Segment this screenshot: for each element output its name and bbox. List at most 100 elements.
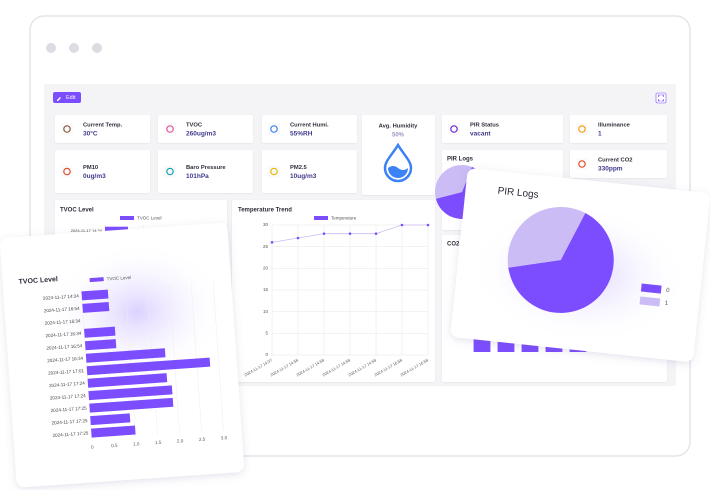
stat-card: [55, 150, 150, 193]
y-tick-label: 2024-11-17 17:25: [51, 406, 88, 414]
stat-icon-bg: [268, 123, 280, 135]
grid-line: [190, 281, 202, 432]
chart-title: PIR Logs: [497, 186, 539, 201]
stat-label: Current Temp.: [83, 123, 123, 129]
stat-card: [55, 115, 150, 143]
legend-swatch: [639, 296, 661, 307]
window-dot: [92, 43, 102, 53]
stat-value: 330ppm: [598, 166, 623, 173]
stat-value: 10ug/m3: [290, 173, 317, 180]
grid-line: [146, 285, 158, 435]
stat-card: [158, 115, 253, 143]
stat-icon-bg: [576, 123, 588, 135]
y-tick-label: 30: [263, 222, 269, 227]
bar: [89, 397, 174, 413]
y-tick-label: 10: [263, 309, 269, 314]
stat-value: 1: [598, 131, 602, 138]
point: [296, 236, 300, 240]
avg-humidity-label: Avg. Humidity: [379, 124, 419, 130]
stat-icon-bg: [448, 123, 460, 135]
legend-swatch: [314, 216, 328, 220]
y-tick-label: 2024-11-17 16:34: [45, 331, 82, 339]
chart-title: PIR Logs: [447, 157, 474, 163]
stat-icon-bg: [164, 123, 176, 135]
stat-label: Current Humi.: [290, 123, 329, 129]
y-tick-label: 20: [263, 266, 269, 271]
chart-card: [232, 200, 435, 382]
chart-title: TVOC Level: [60, 208, 94, 214]
legend-swatch: [89, 277, 104, 283]
grid-line: [168, 283, 180, 434]
pie-slice: [507, 206, 586, 268]
y-tick-label: 2024-11-17 16:54: [46, 343, 83, 351]
stat-icon: [166, 167, 174, 176]
bar: [81, 289, 109, 301]
y-tick-label: 2024-11-17 17:01: [48, 368, 85, 376]
stat-icon-bg: [268, 165, 280, 178]
stat-label: Baro Pressure: [186, 165, 226, 171]
y-tick-label: 2024-11-17 16:54: [44, 306, 81, 314]
bar: [88, 385, 173, 401]
legend-label: TVOC Level: [137, 216, 162, 221]
bar: [84, 326, 116, 338]
y-tick-label: 2024-11-17 17:25: [51, 418, 88, 426]
stat-label: Illuminance: [598, 123, 631, 129]
bar: [82, 302, 110, 313]
legend-swatch: [120, 216, 134, 220]
stat-value: 30°C: [83, 130, 98, 138]
stat-value: vacant: [470, 131, 491, 138]
stat-card: [570, 115, 667, 143]
x-tick-label: 2.5: [199, 437, 206, 442]
stat-value: 260ug/m3: [186, 131, 216, 138]
grid-line: [103, 288, 115, 438]
legend-swatch: [640, 283, 662, 294]
stat-icon-bg: [576, 158, 588, 170]
fullscreen-button[interactable]: [655, 92, 667, 104]
y-tick-label: 2024-11-17 14:34: [43, 293, 80, 301]
stat-card: [262, 150, 357, 193]
legend-label: TVOC Level: [106, 275, 131, 282]
stat-icon: [270, 167, 278, 176]
bar: [90, 413, 131, 426]
water-drop-fill: [388, 166, 408, 178]
stat-label: PM10: [83, 165, 98, 171]
edit-label[interactable]: Edit: [66, 95, 76, 101]
y-tick-label: 2024-11-17 17:25: [52, 430, 89, 438]
grid-line: [212, 280, 224, 431]
stat-card: [570, 150, 667, 178]
stat-icon: [578, 160, 586, 168]
stat-icon: [270, 125, 278, 133]
x-tick-label: 1.0: [133, 441, 140, 446]
legend-label: 0: [666, 288, 671, 294]
stat-icon: [166, 125, 174, 133]
stat-icon: [63, 167, 71, 176]
y-tick-label: 2024-11-17 16:34: [47, 356, 84, 364]
y-tick-label: 2024-11-17 17:24: [50, 393, 87, 401]
edit-button[interactable]: Edit: [53, 92, 81, 103]
y-tick-label: 0: [265, 352, 268, 357]
point: [374, 232, 378, 235]
stat-label: Current CO2: [598, 158, 632, 164]
edit-button-bg[interactable]: [53, 92, 81, 103]
stat-value: 55%RH: [290, 131, 313, 138]
stat-icon-bg: [164, 165, 176, 178]
stat-label: PIR Status: [470, 123, 499, 129]
window-dot: [69, 43, 79, 53]
x-tick-label: 2.0: [177, 438, 184, 443]
pir-overlay: PIR Logs 0 1: [450, 168, 710, 362]
point: [322, 232, 326, 235]
y-tick-label: 2024-11-17 14:34: [71, 228, 103, 233]
stat-icon: [450, 125, 458, 133]
y-tick-label: 2024-11-17 17:24: [49, 381, 86, 389]
stat-card: [442, 115, 563, 143]
chart-title: TVOC Level: [18, 276, 58, 286]
point: [426, 223, 430, 227]
bar: [91, 425, 136, 438]
x-tick-label: 3.0: [221, 435, 228, 440]
stat-icon: [578, 125, 586, 133]
stat-label: TVOC: [186, 123, 203, 129]
stat-icon: [63, 125, 71, 133]
stat-label: PM2.5: [290, 165, 308, 171]
x-tick-label: 0: [91, 444, 94, 449]
